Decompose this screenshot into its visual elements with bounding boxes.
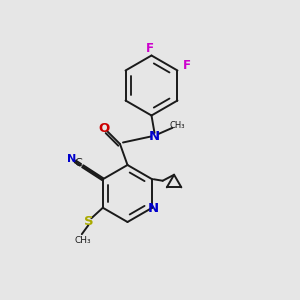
Text: S: S [84, 215, 93, 228]
Text: F: F [182, 59, 190, 73]
Text: F: F [146, 42, 154, 56]
Text: O: O [99, 122, 110, 135]
Text: N: N [149, 130, 160, 143]
Text: CH₃: CH₃ [74, 236, 91, 245]
Text: N: N [67, 154, 76, 164]
Text: N: N [148, 202, 159, 215]
Text: CH₃: CH₃ [170, 121, 185, 130]
Text: C: C [74, 158, 82, 168]
